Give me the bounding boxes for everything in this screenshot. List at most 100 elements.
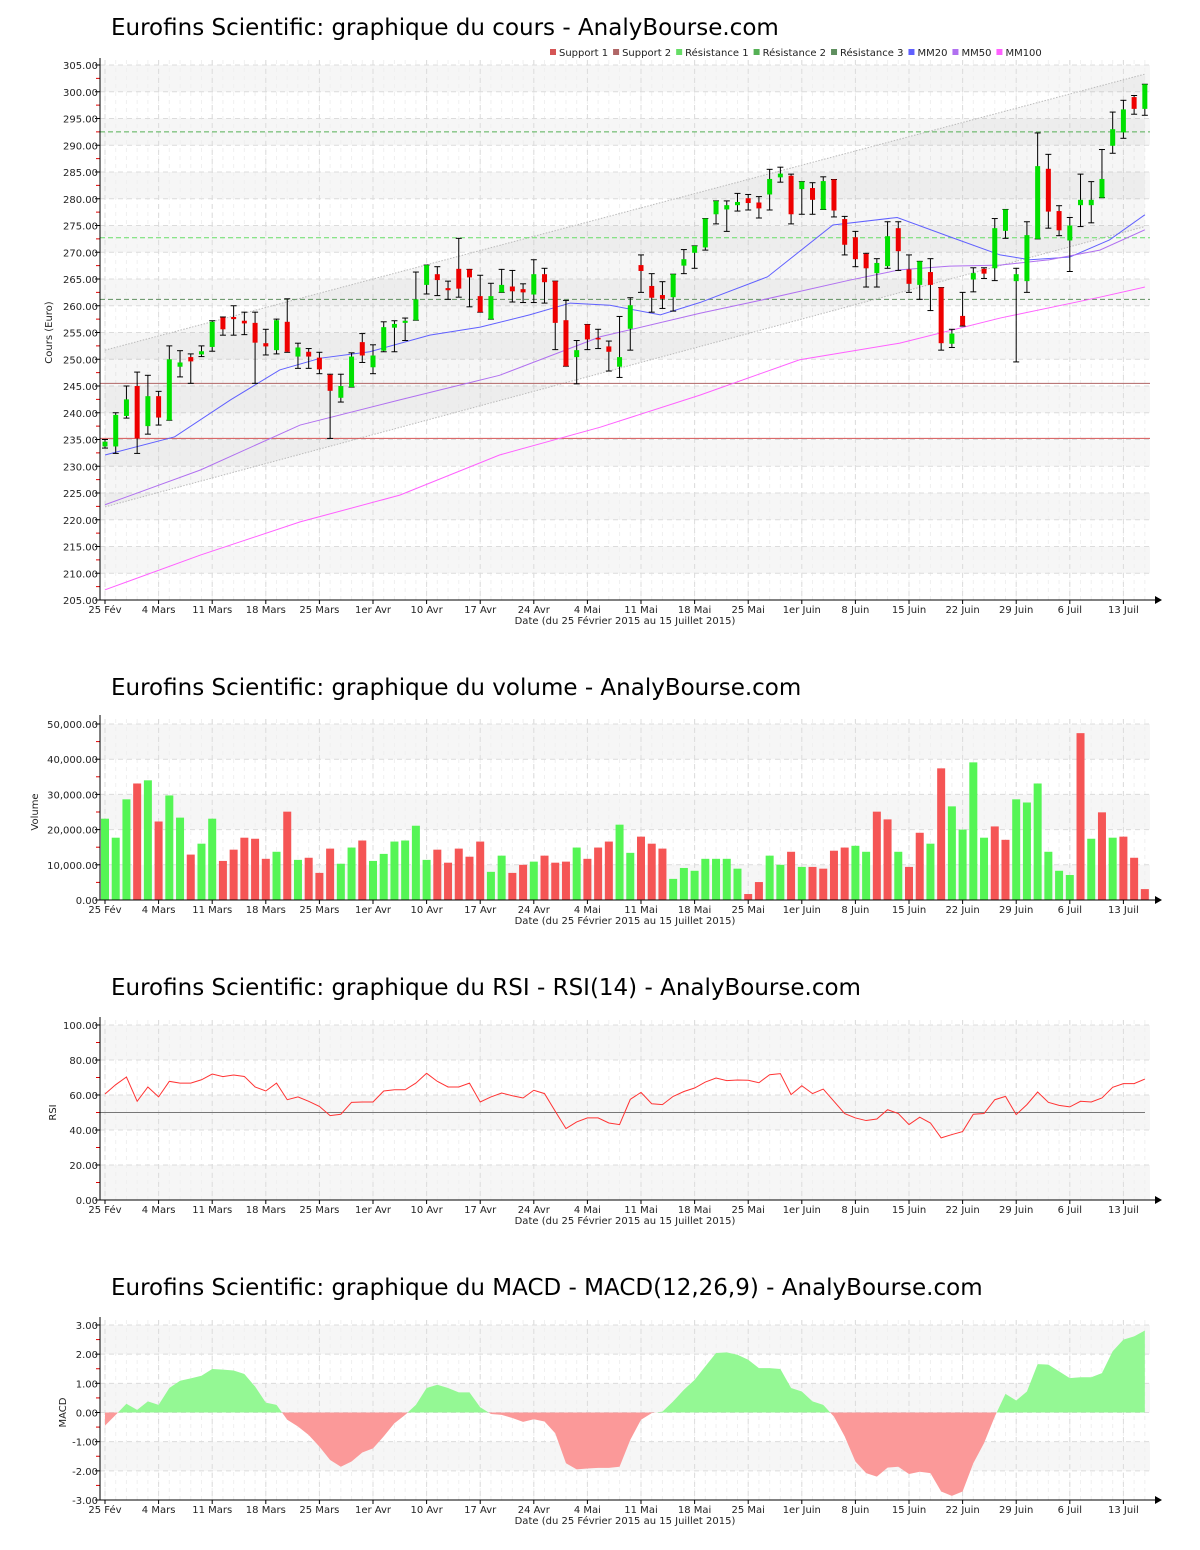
candle [402,317,409,342]
volume-bar [529,861,538,900]
candle-body [767,178,773,195]
background-band [100,794,1150,830]
candle [884,221,891,269]
candle [584,323,591,351]
volume-bar [444,862,453,900]
x-tick-label: 4 Mars [142,905,176,916]
candle-body [638,265,644,271]
candle-body [413,299,419,321]
candle-body [552,281,558,323]
legend-item: Résistance 3 [831,47,903,59]
background-band [100,65,1150,92]
volume-bar [615,824,624,900]
candle-body [863,253,869,269]
candle [477,274,484,313]
candle [798,181,805,215]
candle-body [316,357,322,370]
volume-bar [433,849,442,900]
candle [777,166,784,183]
candle-body [777,173,783,178]
candle [316,351,323,375]
candle [520,283,527,304]
candle-body [917,261,923,285]
x-tick-label: 17 Avr [464,905,497,916]
candle-body [188,357,194,362]
x-tick-label: 25 Fév [88,604,121,616]
volume-bar [551,862,560,900]
candle [509,269,516,303]
candle-body [134,386,140,439]
volume-bar [840,847,849,900]
candle-body [1099,178,1105,198]
candle [144,374,151,435]
x-tick-label: 25 Mars [299,905,339,916]
candle-body [166,359,172,421]
x-tick-label: 11 Mars [192,905,232,916]
y-tick-label: -2.00 [72,1467,98,1478]
volume-bar [1065,875,1074,900]
x-tick-label: 13 Juil [1108,1505,1139,1516]
y-tick-label: 255.00 [63,329,98,340]
y-tick-label: 20,000.00 [47,826,98,837]
candle-body [938,287,944,344]
candle [948,328,955,348]
x-tick-label: 15 Juin [892,1505,926,1516]
candle [595,328,602,350]
candle [605,340,612,372]
legend-item: MM50 [952,48,991,59]
background-band [100,1325,1150,1355]
candle-body [949,333,955,344]
background-band [100,1025,1150,1060]
volume-bar [1044,851,1053,900]
candle-body [1067,225,1073,241]
volume-bar [251,838,260,900]
candle [1013,267,1020,363]
volume-bar [637,836,645,900]
background-band [100,279,1150,306]
candle-body [445,288,451,291]
candle-body [895,228,901,252]
candle [981,267,988,279]
candle-body [327,374,333,391]
x-tick-label: 18 Mars [246,605,286,616]
volume-bar [519,864,528,900]
y-tick-label: 230.00 [63,462,98,473]
candle [616,315,623,378]
volume-bar [379,853,388,900]
volume-bar [390,841,399,900]
candle-body [724,205,730,210]
x-axis-arrow-icon [1155,1196,1162,1204]
x-tick-label: 11 Mars [192,605,232,616]
candle [273,318,280,355]
candle-body [477,296,483,313]
volume-bar [947,806,956,900]
x-tick-label: 18 Mai [678,1205,711,1216]
y-tick-label: 215.00 [63,543,98,554]
volume-bar [990,826,999,900]
candle-body [606,346,612,352]
volume-bar [862,851,871,900]
volume-bar [604,841,613,900]
x-tick-label: 4 Mai [574,1505,601,1516]
volume-bar [851,845,860,900]
y-tick-label: 0.00 [76,1409,98,1420]
volume-bar [872,811,881,900]
y-tick-label: 305.00 [63,61,98,72]
candle-body [542,274,548,283]
volume-bar [540,855,549,900]
x-tick-label: 10 Avr [411,1505,444,1516]
x-tick-label: 11 Mars [192,1505,232,1516]
x-tick-label: 6 Juil [1058,1205,1082,1216]
candle [959,291,966,327]
volume-bar [1001,839,1010,900]
price-chart-title: Eurofins Scientific: graphique du cours … [111,15,779,41]
y-tick-label: 275.00 [63,222,98,233]
candle [434,266,441,297]
candle [830,178,837,218]
x-tick-label: 22 Juin [945,1205,979,1216]
candle [134,371,141,454]
candle [573,340,580,385]
x-axis-label: Date (du 25 Février 2015 au 15 Juillet 2… [515,915,736,927]
legend-swatch [550,49,556,55]
candle-body [123,399,129,416]
